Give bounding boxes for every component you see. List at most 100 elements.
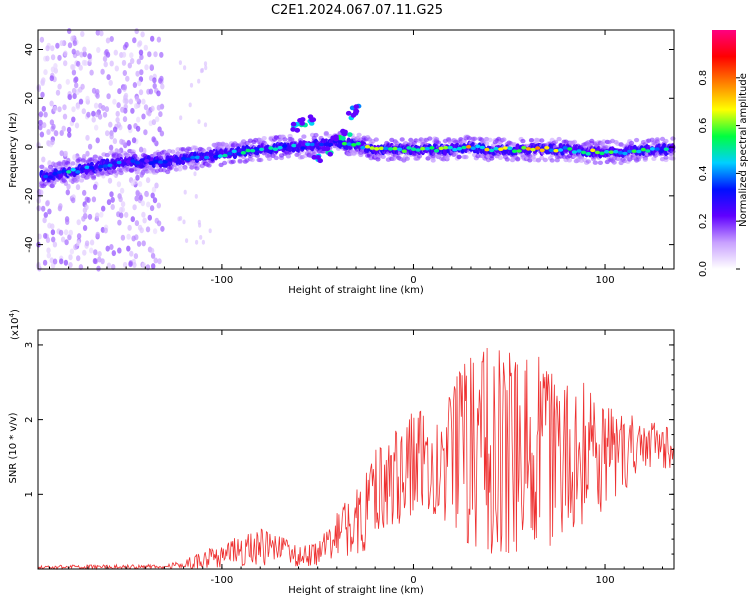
heatmap-ridge-peak [558,148,564,152]
heatmap-ridge-peak [162,160,168,164]
heatmap-speckle [141,240,146,247]
heatmap-ridge-peak [659,149,665,153]
heatmap-speckle [80,31,85,37]
heatmap-speckle [74,82,79,89]
heatmap-ridge-peak [424,146,430,151]
heatmap-speckle [112,98,117,105]
heatmap-ridge-peak [627,149,633,154]
heatmap-ridge-peak [548,148,555,153]
heatmap-speckle [147,51,152,58]
heatmap-halo [273,155,279,161]
heatmap-halo [663,155,669,160]
heatmap-speckle [78,98,84,105]
heatmap-y-ticks: -40 -20 0 20 40 [24,43,674,253]
heatmap-speckle [69,248,75,255]
heatmap-speckle [66,183,71,190]
heatmap-speckle [41,77,46,84]
heatmap-ridge-peak [507,146,513,151]
heatmap-ridge-peak [107,163,113,168]
heatmap-halo [427,136,433,141]
heatmap-ridge-peak [475,144,481,149]
colorbar-label: Normalized spectral amplitude [738,73,749,227]
heatmap-speckle [156,90,161,97]
heatmap-speckle [96,47,101,53]
heatmap-speckle [139,171,144,178]
heatmap-ridge-peak [277,145,283,150]
heatmap-halo [61,178,67,183]
heatmap-halo [611,160,617,165]
heatmap-speckle [70,64,75,70]
heatmap-speckle [152,197,158,204]
heatmap-halo [182,166,188,171]
heatmap-speckle [135,190,140,197]
heatmap-halo [566,158,573,163]
heatmap-speckle [91,87,97,94]
heatmap-speckle [92,184,98,190]
heatmap-speckle [183,189,187,195]
heatmap-speckle [152,83,157,89]
heatmap-ridge-peak [121,161,127,166]
heatmap-speckle [117,219,122,226]
heatmap-speckle [40,91,45,98]
heatmap-ridge-peak [204,155,210,160]
heatmap-speckle [150,252,156,259]
heatmap-halo [651,156,657,161]
heatmap-speckle [134,103,139,110]
heatmap-speckle [123,92,129,99]
heatmap-halo [390,156,397,162]
heatmap-speckle [106,74,111,81]
heatmap-speckle [151,119,157,126]
heatmap-speckle [134,28,139,35]
heatmap-ridge-peak [585,152,591,156]
heatmap-speckle [122,70,128,76]
heatmap-speckle [134,220,140,227]
heatmap-speckle [101,205,106,212]
heatmap-speckle [195,239,199,245]
heatmap-speckle [141,98,146,105]
heatmap-speckle [49,257,54,264]
heatmap-speckle [159,130,165,137]
heatmap-speckle [57,54,62,61]
heatmap-speckle [145,177,151,184]
heatmap-speckle [47,160,52,167]
heatmap-halo [358,152,364,158]
snr-y-axis-label: SNR (10 * v/v) [8,412,19,483]
heatmap-speckle [53,130,58,136]
heatmap-ridge-peak [562,146,568,150]
heatmap-ridge-peak [250,148,256,153]
heatmap-speckle [130,216,135,223]
heatmap-ridge-peak [130,159,136,163]
colorbar-tick-label: 0.8 [698,70,709,86]
heatmap-speckle [127,62,132,69]
heatmap-speckle [149,247,155,254]
heatmap-halo [572,139,578,145]
heatmap-halo [404,156,410,161]
heatmap-branch [340,135,346,141]
heatmap-speckle [93,249,98,256]
heatmap-speckle [117,88,122,95]
heatmap-ridge-peak [93,165,99,169]
heatmap-branch [327,151,334,157]
heatmap-halo [456,154,462,160]
snr-multiplier-label: (x104) [8,309,21,340]
heatmap-speckle [121,59,127,66]
heatmap-ridge-peak [240,151,246,155]
heatmap-speckle [45,55,50,62]
heatmap-speckle [198,222,202,228]
heatmap-speckle [94,111,100,118]
heatmap-speckle [107,177,113,184]
heatmap-halo [168,165,174,170]
heatmap-speckle [132,82,138,88]
heatmap-speckle [91,116,96,123]
heatmap-ridge-peak [176,159,182,164]
heatmap-halo [39,164,45,169]
heatmap-speckle [105,37,111,44]
heatmap-ridge-peak [502,146,508,150]
heatmap-ridge-peak [355,141,361,146]
heatmap-speckle [136,240,142,247]
heatmap-ridge-peak [102,164,108,168]
heatmap-ridge-peak [263,148,269,153]
heatmap-halo [118,170,124,176]
heatmap-speckle [68,229,74,236]
heatmap-speckle [109,133,114,140]
